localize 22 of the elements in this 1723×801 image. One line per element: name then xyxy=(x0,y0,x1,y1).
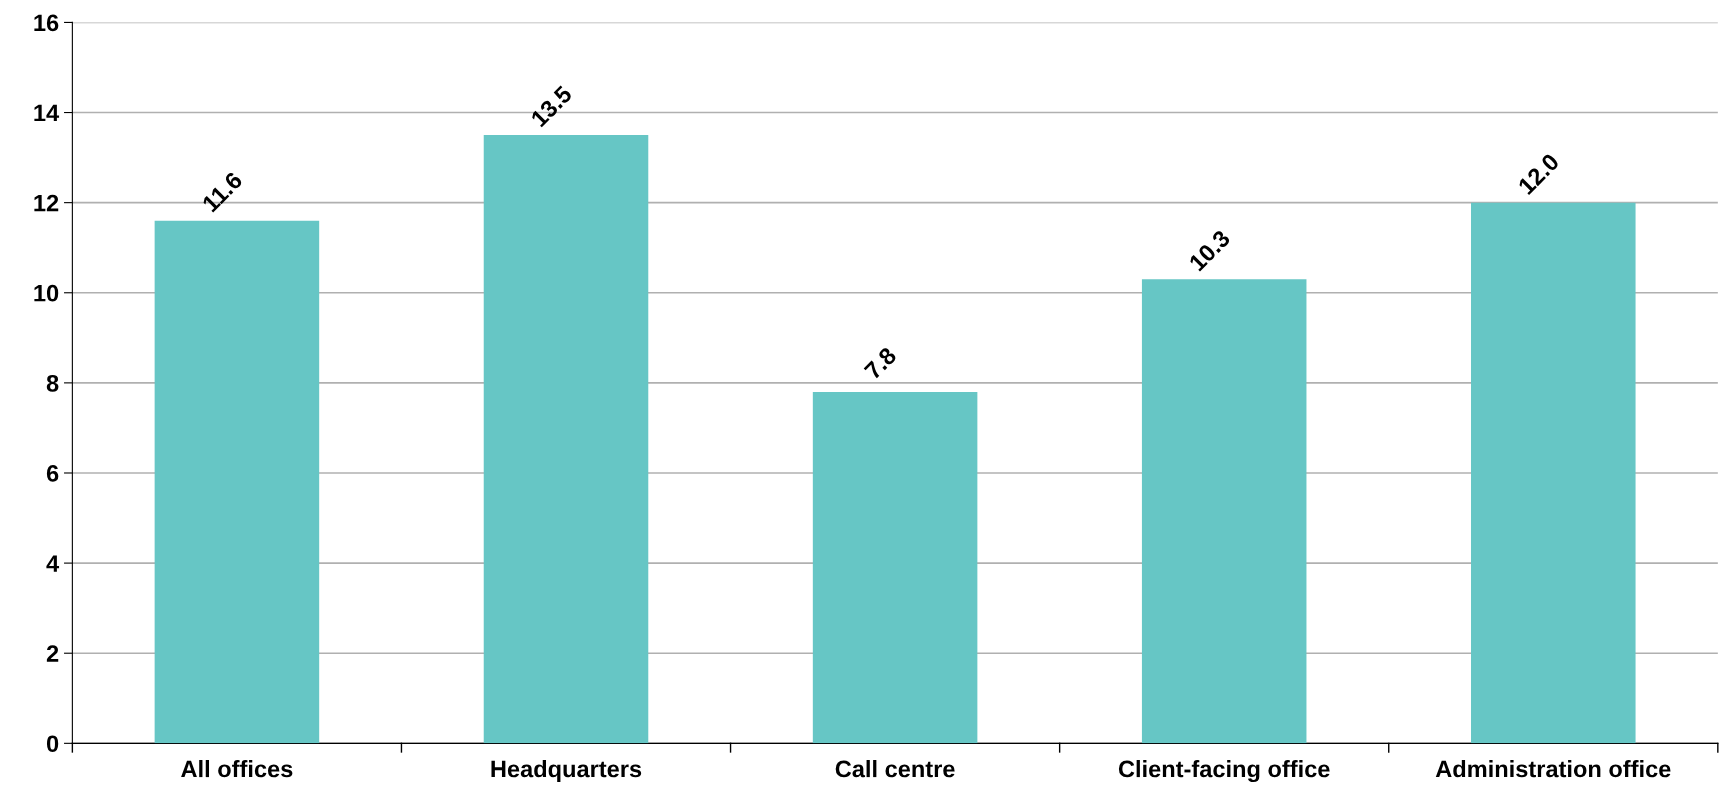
y-tick-label: 16 xyxy=(34,14,59,32)
bar xyxy=(154,220,320,744)
data-label: 7.8 xyxy=(863,346,898,381)
y-tick-label: 0 xyxy=(46,735,59,753)
y-tick-label: 4 xyxy=(46,555,60,572)
y-tick-label: 12 xyxy=(34,194,59,212)
data-label: 11.6 xyxy=(201,170,244,213)
y-tick-label: 2 xyxy=(46,645,59,662)
x-tick-label: Administration office xyxy=(1435,759,1671,778)
y-tick-label: 6 xyxy=(46,465,59,482)
bar xyxy=(812,391,978,744)
bar xyxy=(1471,202,1636,744)
x-tick-label: All offices xyxy=(181,759,293,778)
y-tick-label: 14 xyxy=(34,104,60,122)
x-tick-label: Headquarters xyxy=(491,759,642,782)
bar xyxy=(1141,279,1307,744)
x-tick-label: Client-facing office xyxy=(1118,759,1330,783)
y-tick-label: 8 xyxy=(46,374,59,392)
bar xyxy=(483,135,649,744)
x-tick-label: Call centre xyxy=(835,759,955,778)
y-tick-label: 10 xyxy=(34,284,59,302)
data-label: 10.3 xyxy=(1188,229,1231,272)
